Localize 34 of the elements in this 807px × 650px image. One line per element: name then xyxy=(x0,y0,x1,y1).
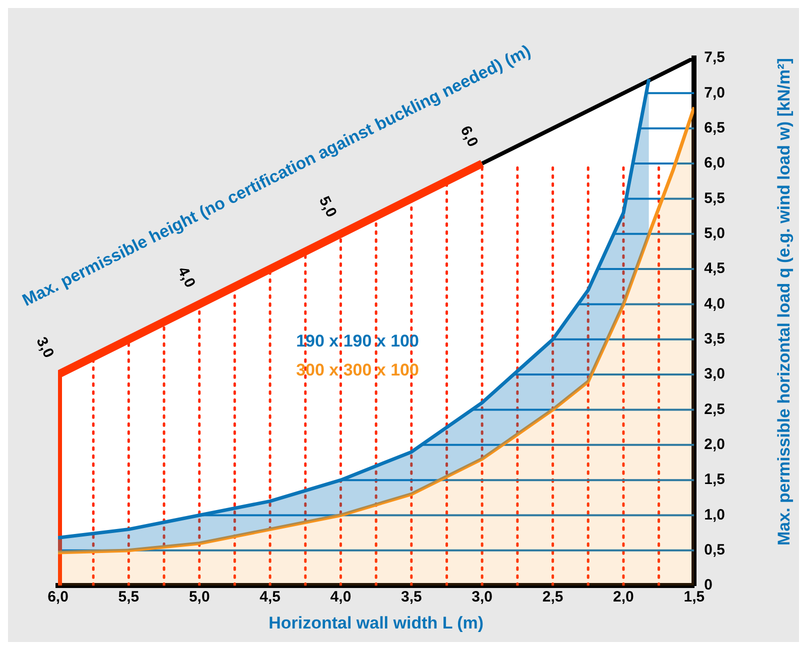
text: 190 x 190 x 100 xyxy=(296,331,419,350)
y-tick-label: 4,0 xyxy=(704,295,726,312)
x-tick-label: 5,5 xyxy=(118,588,140,606)
annotation: 3,0 xyxy=(32,334,58,361)
x-tick-label: 3,0 xyxy=(472,588,493,606)
y-tick-label: 3,5 xyxy=(704,330,726,348)
y-tick-label: 7,5 xyxy=(704,49,726,66)
y-tick-label: 2,5 xyxy=(704,400,726,418)
x-tick-label: 1,5 xyxy=(684,588,705,606)
x-tick-label: 5,0 xyxy=(188,588,210,606)
annotation: 6,0 xyxy=(456,123,482,150)
x-tick-label: 6,0 xyxy=(48,588,68,606)
x-tick-label: 4,5 xyxy=(260,588,280,606)
x-tick-label: 2,0 xyxy=(613,588,634,606)
y-tick-label: 7,0 xyxy=(704,84,726,102)
y-tick-label: 0 xyxy=(704,576,712,594)
y-tick-label: 6,0 xyxy=(704,154,726,172)
x-tick-label: 2,5 xyxy=(542,588,564,606)
y-tick-label: 4,5 xyxy=(704,260,726,278)
x-tick-label: 3,5 xyxy=(400,588,422,606)
y-tick-label: 2,0 xyxy=(704,436,726,454)
y-tick-label: 3,0 xyxy=(704,366,726,383)
text: 300 x 300 x 100 xyxy=(296,360,419,380)
x-tick-label: 4,0 xyxy=(330,588,352,606)
y-axis-title: Max. permissible horizontal load q (e.g. wind load w) [kN/m²] xyxy=(774,58,794,546)
y-tick-label: 6,5 xyxy=(704,119,726,136)
annotation: 5,0 xyxy=(315,194,340,220)
y-tick-label: 5,0 xyxy=(704,225,726,242)
y-tick-label: 1,5 xyxy=(704,471,726,488)
y-tick-label: 5,5 xyxy=(704,190,726,207)
x-axis-title: Horizontal wall width L (m) xyxy=(268,613,484,632)
y-tick-label: 0,5 xyxy=(704,542,726,559)
y-tick-label: 1,0 xyxy=(704,506,726,524)
annotation: 4,0 xyxy=(174,264,199,290)
